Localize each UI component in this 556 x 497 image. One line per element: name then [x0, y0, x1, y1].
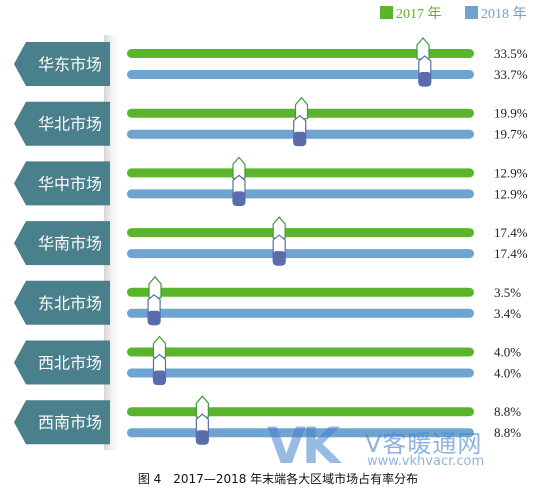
row-5: 东北市场 3.5% 3.4%: [14, 275, 521, 326]
value-label-2017: 3.5%: [494, 285, 521, 300]
marker-2017: [416, 37, 430, 60]
category-label: 西南市场: [38, 413, 102, 432]
category-tag-shape: [14, 340, 110, 385]
watermark-url: www.vkhvacr.com: [367, 454, 485, 469]
category-label: 华南市场: [38, 234, 102, 253]
row-2: 华北市场 19.9% 19.7%: [14, 96, 528, 147]
bar-2018: [127, 428, 474, 438]
category-tag: 华中市场: [14, 161, 110, 206]
legend-label-1: 2017 年: [396, 6, 442, 22]
value-label-2018: 17.4%: [494, 246, 528, 261]
category-tag-shape: [14, 400, 110, 445]
marker-2018-fill: [196, 430, 209, 445]
bar-2017: [127, 407, 474, 417]
row-3: 华中市场 12.9% 12.9%: [14, 156, 528, 206]
value-label-2017: 12.9%: [494, 165, 528, 180]
marker-2017: [148, 275, 162, 299]
marker-2018-fill: [418, 72, 431, 86]
watermark: VK V客暖通网 www.vkhvacr.com: [267, 418, 542, 474]
marker-2018-fill: [232, 191, 245, 206]
bar-2018: [127, 70, 474, 79]
row-4: 华南市场 17.4% 17.4%: [14, 216, 528, 266]
category-tag: 华北市场: [14, 101, 110, 146]
value-label-2017: 4.0%: [494, 345, 521, 360]
bar-2017: [127, 347, 474, 357]
bar-2017: [127, 228, 474, 238]
category-tag: 西北市场: [14, 340, 110, 385]
row-6: 西北市场 4.0% 4.0%: [14, 335, 521, 386]
category-tag-shape: [14, 280, 110, 325]
category-label: 华北市场: [38, 115, 102, 134]
legend-swatch-1: [380, 6, 393, 19]
legend-swatch-2: [465, 6, 478, 19]
row-7: 西南市场 8.8% 8.8%: [14, 395, 521, 445]
value-label-2018: 19.7%: [494, 127, 528, 142]
value-label-2018: 4.0%: [494, 366, 521, 381]
bar-2017: [127, 168, 474, 178]
watermark-site-name: V客暖通网: [365, 430, 483, 458]
value-label-2018: 8.8%: [494, 425, 521, 440]
category-tag-shape: [14, 101, 110, 146]
value-label-2018: 3.4%: [494, 306, 521, 321]
bar-2018: [127, 249, 474, 259]
value-label-2018: 12.9%: [494, 186, 528, 201]
category-tag: 东北市场: [14, 280, 110, 325]
marker-2018-fill: [148, 310, 161, 325]
value-label-2017: 8.8%: [494, 404, 521, 419]
marker-2018-fill: [293, 131, 306, 146]
value-label-2017: 17.4%: [494, 225, 528, 240]
marker-2017: [294, 96, 309, 120]
category-tag-shape: [14, 221, 110, 266]
value-label-2018: 33.7%: [494, 67, 528, 82]
category-tag: 华东市场: [14, 42, 110, 86]
value-label-2017: 33.5%: [494, 46, 528, 61]
value-label-2017: 19.9%: [494, 106, 528, 121]
category-tag: 华南市场: [14, 221, 110, 266]
legend: 2017 年 2018 年: [380, 6, 527, 22]
marker-2018-fill: [273, 251, 286, 266]
bar-2017: [127, 287, 474, 297]
bar-2018: [127, 189, 474, 199]
category-tag: 西南市场: [14, 400, 110, 445]
figure-caption: 图 4 2017—2018 年末端各大区域市场占有率分布: [137, 472, 419, 486]
watermark-logo: VK: [267, 417, 340, 475]
category-tag-shape: [14, 161, 110, 206]
marker-2018-fill: [153, 370, 166, 385]
row-1: 华东市场 33.5% 33.7%: [14, 37, 528, 87]
category-label: 东北市场: [38, 294, 102, 313]
category-tag-shape: [14, 42, 110, 86]
bar-2017: [127, 49, 474, 58]
category-label: 西北市场: [38, 354, 102, 373]
bar-2018: [127, 368, 474, 378]
bar-2018: [127, 308, 474, 318]
category-label: 华东市场: [38, 55, 102, 74]
legend-label-2: 2018 年: [481, 6, 527, 22]
category-label: 华中市场: [38, 174, 102, 193]
